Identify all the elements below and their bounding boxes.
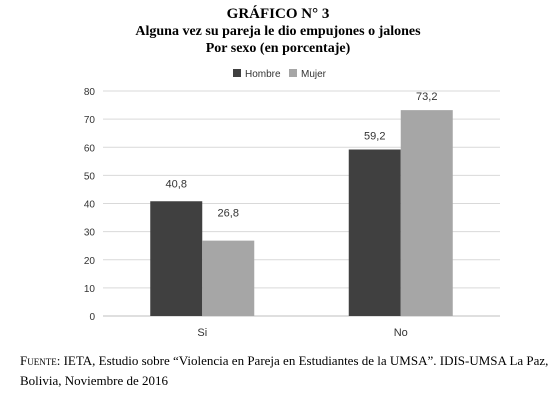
data-label: 26,8 <box>218 208 239 220</box>
legend-swatch-mujer <box>289 69 297 77</box>
legend-swatch-hombre <box>233 69 241 77</box>
source-note: Fuente: IETA, Estudio sobre “Violencia e… <box>20 351 550 391</box>
source-text: IETA, Estudio sobre “Violencia en Pareja… <box>20 353 549 388</box>
data-label: 40,8 <box>166 178 187 190</box>
y-tick-label: 50 <box>84 171 96 182</box>
data-labels: 40,8 26,8 59,2 73,2 <box>166 91 438 220</box>
source-label: Fuente: <box>20 353 61 368</box>
y-tick-label: 20 <box>84 256 96 267</box>
y-tick-label: 80 <box>84 87 96 98</box>
legend-label: Mujer <box>301 69 327 80</box>
chart-subtitle: Por sexo (en porcentaje) <box>205 41 351 56</box>
legend-label: Hombre <box>245 69 281 80</box>
x-axis: Si No <box>197 327 407 339</box>
bar-hombre-no <box>348 149 401 316</box>
y-tick-label: 60 <box>84 143 96 154</box>
figure-number: GRÁFICO N° 3 <box>226 6 330 22</box>
data-label: 73,2 <box>416 91 437 103</box>
chart-title: Alguna vez su pareja le dio empujones o … <box>135 24 421 39</box>
y-axis: 0 10 20 30 40 50 60 70 80 <box>84 87 96 323</box>
bar-hombre-si <box>150 201 203 316</box>
bar-mujer-no <box>400 110 453 316</box>
y-tick-label: 40 <box>84 200 96 211</box>
y-tick-label: 0 <box>89 312 95 323</box>
chart-heading: GRÁFICO N° 3 Alguna vez su pareja le dio… <box>0 6 556 57</box>
y-tick-label: 30 <box>84 228 96 239</box>
x-tick-label: Si <box>197 327 207 339</box>
y-tick-label: 70 <box>84 115 96 126</box>
bars <box>150 110 453 316</box>
y-tick-label: 10 <box>84 284 96 295</box>
legend: Hombre Mujer <box>233 69 327 80</box>
x-tick-label: No <box>394 327 408 339</box>
bar-mujer-si <box>202 240 255 316</box>
data-label: 59,2 <box>364 131 385 143</box>
